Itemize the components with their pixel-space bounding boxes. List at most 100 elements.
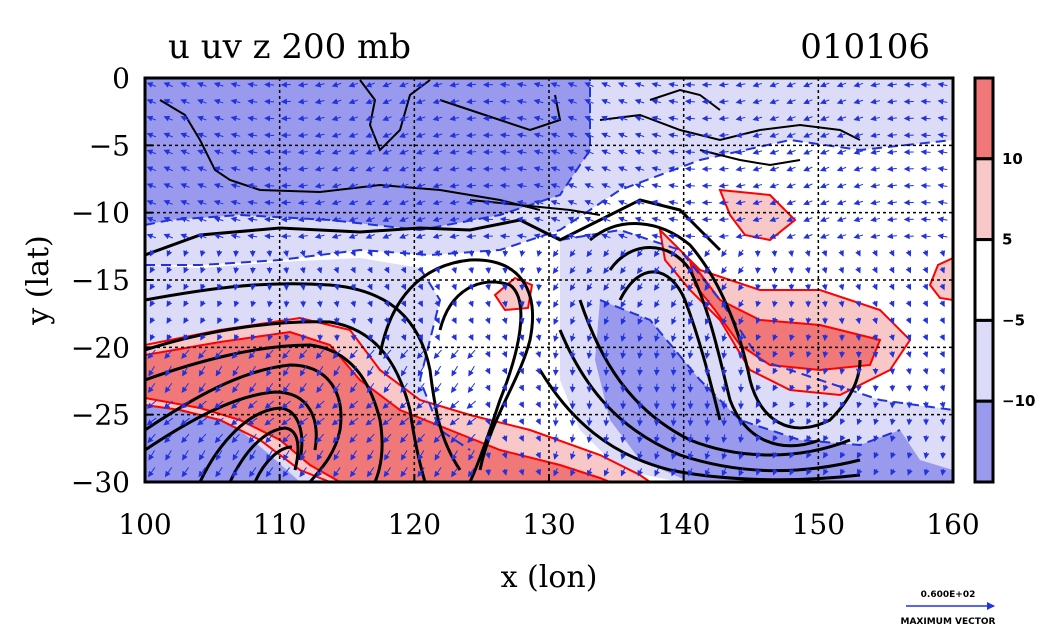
wind-vector (297, 182, 308, 189)
wind-vector (939, 367, 945, 375)
wind-vector (433, 349, 442, 359)
wind-vector (937, 149, 948, 156)
wind-vector (399, 216, 409, 222)
wind-vector (906, 418, 913, 426)
wind-vector (316, 250, 323, 257)
wind-vector (886, 149, 897, 155)
wind-vector (550, 82, 561, 88)
wind-vector (886, 132, 897, 139)
wind-vector (516, 98, 527, 105)
wind-vector (856, 418, 863, 426)
wind-vector (836, 216, 847, 223)
wind-vector (314, 182, 325, 189)
wind-vector (920, 233, 931, 240)
wind-vector (383, 317, 390, 325)
wind-vector (417, 250, 424, 257)
wind-vector (180, 216, 190, 223)
wind-vector (704, 434, 711, 444)
wind-vector (819, 81, 830, 88)
wind-vector (400, 250, 407, 257)
wind-vector (684, 199, 695, 206)
wind-vector (247, 216, 258, 223)
wind-vector (853, 182, 864, 189)
wind-vector (449, 165, 460, 172)
wind-vector (415, 149, 426, 155)
wind-vector (298, 349, 308, 359)
wind-vector (569, 333, 576, 343)
wind-vector (247, 417, 258, 426)
wind-vector (823, 451, 829, 459)
wind-vector (383, 300, 390, 308)
colorbar-swatch (973, 399, 995, 484)
wind-vector (314, 132, 325, 139)
wind-vector (839, 384, 846, 392)
wind-vector (516, 132, 527, 139)
wind-vector (315, 433, 325, 444)
colorbar-swatch (973, 76, 995, 161)
wind-vector (233, 266, 240, 274)
grid-lines (145, 78, 953, 482)
wind-vector (434, 365, 442, 377)
wind-vector (499, 115, 510, 122)
wind-vector (651, 98, 662, 105)
wind-vector (550, 149, 561, 156)
wind-vector (752, 165, 763, 172)
wind-vector (873, 435, 880, 442)
wind-vector (769, 132, 779, 138)
wind-vector (569, 434, 576, 444)
wind-vector (839, 451, 846, 459)
wind-vector (501, 401, 508, 409)
wind-vector (586, 333, 593, 343)
wind-vector (570, 468, 576, 477)
wind-vector (838, 250, 844, 257)
wind-vector (803, 98, 813, 105)
wind-vector (687, 266, 694, 274)
wind-vector (432, 417, 443, 426)
wind-vector (755, 452, 762, 459)
wind-vector (853, 98, 864, 105)
wind-vector (449, 233, 460, 240)
wind-vector (755, 300, 762, 308)
x-axis-label: x (lon) (501, 560, 598, 595)
wind-vector (684, 115, 695, 122)
wind-vector (148, 365, 155, 377)
wind-vector (533, 216, 544, 223)
wind-vector (567, 132, 577, 139)
shade-dark-blue-northwest (145, 78, 590, 230)
wind-vector (721, 451, 728, 460)
wind-vector (670, 249, 677, 258)
wind-vector (198, 450, 206, 461)
wind-vector (886, 182, 897, 189)
wind-vector (365, 165, 375, 172)
wind-vector (906, 384, 912, 392)
wind-vector (400, 450, 408, 461)
wind-vector (233, 283, 240, 291)
wind-vector (601, 132, 611, 139)
wind-vector (267, 317, 273, 325)
wind-vector (382, 199, 392, 206)
wind-vector (434, 250, 441, 257)
wind-vector (365, 132, 375, 138)
wind-vector (200, 333, 206, 341)
wind-vector (535, 468, 541, 476)
wind-vector (230, 115, 241, 122)
wind-vector (535, 418, 541, 425)
wind-vector (601, 98, 611, 105)
wind-vector (468, 450, 475, 461)
wind-vector (752, 216, 763, 223)
wind-vector (451, 266, 458, 274)
wind-vector (264, 132, 275, 139)
wind-vector (634, 216, 645, 223)
wind-vector (163, 115, 173, 122)
wind-vector (636, 266, 643, 274)
wind-vector (230, 417, 241, 426)
wind-vector (466, 417, 477, 426)
wind-vector (331, 81, 342, 88)
wind-vector (366, 249, 373, 257)
wind-vector (148, 450, 155, 461)
shade-light-red-edge (928, 256, 953, 302)
wind-vector (466, 199, 477, 206)
wind-vector (550, 216, 561, 223)
wind-vector (718, 132, 729, 139)
wind-vector (603, 468, 610, 477)
